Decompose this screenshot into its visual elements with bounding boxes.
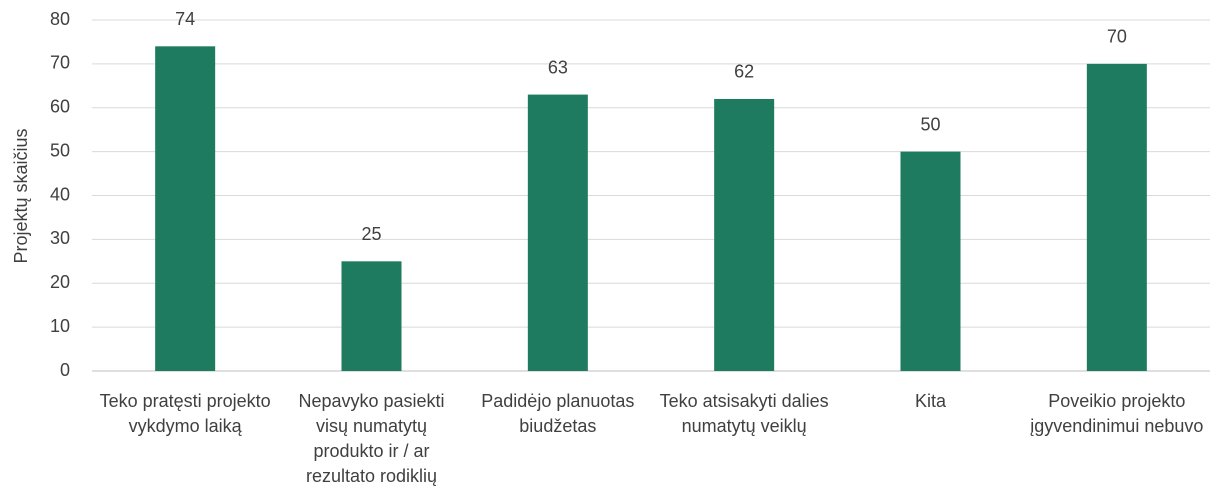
y-tick-label: 20 bbox=[50, 272, 70, 292]
bar bbox=[1086, 63, 1147, 371]
data-label: 63 bbox=[548, 57, 568, 77]
bar bbox=[341, 261, 402, 371]
x-tick-label: Poveikio projekto įgyvendinimui nebuvo bbox=[1030, 391, 1204, 436]
x-tick-label: Teko atsisakyti dalies numatytų veiklų bbox=[659, 391, 829, 436]
bar bbox=[155, 46, 216, 371]
y-tick-label: 40 bbox=[50, 184, 70, 204]
y-tick-label: 80 bbox=[50, 9, 70, 29]
data-label: 62 bbox=[734, 62, 754, 82]
y-tick-label: 70 bbox=[50, 53, 70, 73]
bar bbox=[900, 151, 961, 371]
data-label: 25 bbox=[361, 224, 381, 244]
y-tick-label: 0 bbox=[60, 360, 70, 380]
y-tick-label: 10 bbox=[50, 316, 70, 336]
data-label: 70 bbox=[1107, 27, 1127, 47]
y-tick-label: 50 bbox=[50, 140, 70, 160]
x-tick-label: Nepavyko pasiekti visų numatytų produkto… bbox=[298, 391, 445, 486]
y-tick-label: 30 bbox=[50, 228, 70, 248]
bar bbox=[714, 98, 775, 371]
y-axis-label: Projektų skaičius bbox=[11, 128, 31, 263]
data-label: 74 bbox=[175, 9, 195, 29]
bar bbox=[527, 94, 588, 372]
data-label: 50 bbox=[920, 114, 940, 134]
x-tick-label: Padidėjo planuotas biudžetas bbox=[481, 391, 635, 436]
x-tick-label: Kita bbox=[914, 391, 947, 411]
y-tick-label: 60 bbox=[50, 97, 70, 117]
x-tick-label: Teko pratęsti projekto vykdymo laiką bbox=[99, 391, 271, 436]
